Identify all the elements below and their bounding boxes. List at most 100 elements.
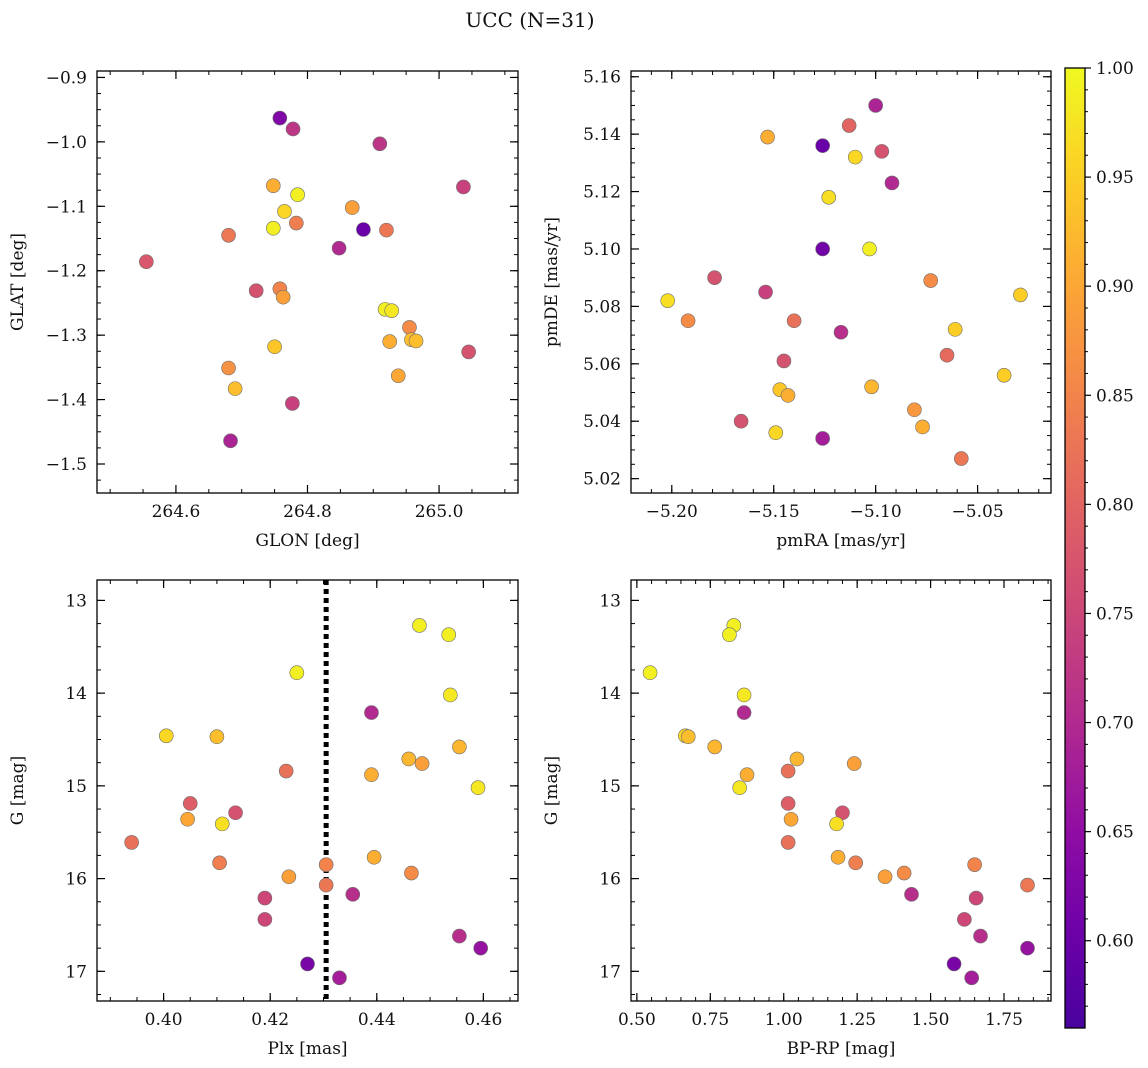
colorbar-gradient <box>1064 67 1086 1029</box>
scatter-point <box>456 179 471 195</box>
scatter-point <box>356 222 371 237</box>
scatter-point <box>473 940 488 956</box>
x-tick-label: 264.8 <box>283 502 332 522</box>
scatter-point <box>815 431 830 446</box>
y-tick-label: −1.1 <box>46 197 87 217</box>
y-tick-label: 5.16 <box>583 68 621 88</box>
scatter-point <box>408 333 424 349</box>
scatter-point <box>868 98 883 113</box>
scatter-point <box>732 780 747 796</box>
scatter-point <box>221 227 236 243</box>
scatter-point <box>967 857 982 872</box>
scatter-point <box>642 665 658 681</box>
scatter-point <box>847 149 863 165</box>
ticks <box>97 71 518 493</box>
y-tick-label: 5.02 <box>583 470 621 490</box>
scatter-point <box>285 396 300 411</box>
x-tick-label: 1.00 <box>765 1010 803 1030</box>
y-tick-label: 16 <box>599 870 621 890</box>
scatter-point <box>443 687 458 703</box>
y-tick-label: 14 <box>65 684 87 704</box>
scatter-point <box>452 928 467 944</box>
y-tick-label: −1.0 <box>46 133 87 153</box>
x-tick-label: −5.05 <box>952 502 1004 522</box>
x-tick-label: 0.50 <box>618 1010 656 1030</box>
x-tick-label: −5.10 <box>850 502 902 522</box>
scatter-point <box>265 220 281 236</box>
colorbar-tick-label: 0.65 <box>1096 823 1134 843</box>
x-tick-label: −5.20 <box>646 502 698 522</box>
scatter-point <box>390 368 406 384</box>
y-tick-label: 5.10 <box>583 240 621 260</box>
x-tick-label: 264.6 <box>152 502 201 522</box>
x-tick-label: 1.25 <box>838 1010 876 1030</box>
axes-frame <box>96 70 519 494</box>
scatter-point <box>401 751 417 767</box>
scatter-point <box>366 849 382 865</box>
scatter-point <box>281 869 297 885</box>
scatter-point <box>776 353 792 369</box>
x-tick-label: 1.75 <box>985 1010 1023 1030</box>
scatter-point <box>124 835 139 850</box>
panel-glon-glat: 264.6 264.8 265.0 −0.9 −1.0 −1.1 −1.2 −1.3 −1.4 −… <box>8 68 519 551</box>
scatter-point <box>780 796 796 811</box>
scatter-point <box>221 360 236 376</box>
scatter-point <box>379 222 394 238</box>
y-tick-label: −1.3 <box>46 326 87 346</box>
scatter-point <box>265 178 281 193</box>
scatter-point <box>915 419 930 435</box>
x-axis-label: GLON [deg] <box>255 531 359 551</box>
y-axis-label: G [mag] <box>542 756 562 825</box>
scatter-point <box>272 110 288 126</box>
scatter-point <box>739 767 755 783</box>
scatter-point <box>947 322 963 337</box>
scatter-point <box>758 284 773 300</box>
scatter-point <box>815 241 830 257</box>
scatter-point <box>973 928 988 944</box>
scatter-point <box>223 433 238 449</box>
scatter-point <box>722 627 737 643</box>
scatter-point <box>768 425 784 441</box>
x-tick-label: 265.0 <box>415 502 464 522</box>
y-tick-label: 5.14 <box>583 125 621 145</box>
scatter-point <box>332 970 347 986</box>
y-tick-label: −1.4 <box>46 391 87 411</box>
colorbar-tick-label: 0.85 <box>1096 386 1134 406</box>
x-tick-label: 0.42 <box>251 1010 289 1030</box>
scatter-point <box>267 339 282 355</box>
scatter-point <box>285 121 301 137</box>
points <box>124 618 488 986</box>
points <box>660 98 1028 466</box>
axes-frame <box>96 579 519 1002</box>
scatter-point <box>180 811 195 827</box>
scatter-point <box>736 687 752 703</box>
scatter-point <box>968 890 984 906</box>
scatter-point <box>1013 287 1028 303</box>
scatter-point <box>182 796 198 811</box>
panel-pmra-pmde: −5.20 −5.15 −5.10 −5.05 5.02 5.04 5.06 5.08 5.10… <box>542 68 1052 551</box>
scatter-point <box>384 303 400 318</box>
scatter-point <box>228 805 243 821</box>
scatter-point <box>275 289 291 305</box>
ticks <box>630 71 1051 494</box>
scatter-point <box>877 869 893 885</box>
scatter-point <box>278 763 294 779</box>
y-tick-label: 13 <box>599 591 621 611</box>
y-tick-label: 5.04 <box>583 412 621 432</box>
scatter-point <box>289 665 305 681</box>
scatter-point <box>290 187 305 203</box>
scatter-point <box>277 204 292 219</box>
scatter-point <box>158 728 174 744</box>
scatter-point <box>830 849 846 865</box>
scatter-point <box>441 627 457 643</box>
colorbar-tick-label: 0.95 <box>1096 168 1134 188</box>
x-axis-label: Plx [mas] <box>267 1039 347 1059</box>
x-tick-label: 1.50 <box>912 1010 950 1030</box>
scatter-point <box>382 334 398 349</box>
scatter-point <box>248 283 264 298</box>
y-axis-label: G [mag] <box>8 756 28 825</box>
scatter-point <box>227 381 243 396</box>
scatter-point <box>344 200 360 215</box>
scatter-point <box>736 705 752 720</box>
